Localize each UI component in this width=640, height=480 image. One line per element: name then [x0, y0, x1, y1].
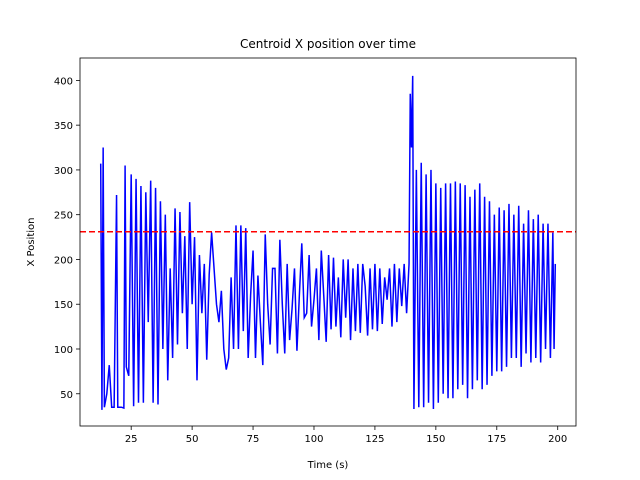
y-axis-label: X Position	[26, 218, 37, 267]
y-tick-label: 300	[54, 166, 73, 177]
x-tick-label: 175	[487, 434, 506, 445]
y-tick-label: 350	[54, 121, 73, 132]
x-tick-label: 75	[247, 434, 260, 445]
chart-title: Centroid X position over time	[240, 37, 416, 51]
x-tick-label: 125	[365, 434, 384, 445]
x-tick-label: 25	[125, 434, 138, 445]
y-tick-label: 400	[54, 76, 73, 87]
y-tick-label: 150	[54, 300, 73, 311]
y-tick-label: 50	[60, 390, 73, 401]
data-line	[99, 75, 557, 410]
x-tick-label: 50	[186, 434, 199, 445]
y-tick-label: 250	[54, 211, 73, 222]
plot-frame	[79, 57, 577, 427]
y-tick-label: 100	[54, 345, 73, 356]
x-axis-label: Time (s)	[307, 460, 349, 471]
x-tick-label: 200	[548, 434, 567, 445]
x-tick-label: 150	[426, 434, 445, 445]
y-tick-label: 200	[54, 255, 73, 266]
x-tick-label: 100	[304, 434, 323, 445]
